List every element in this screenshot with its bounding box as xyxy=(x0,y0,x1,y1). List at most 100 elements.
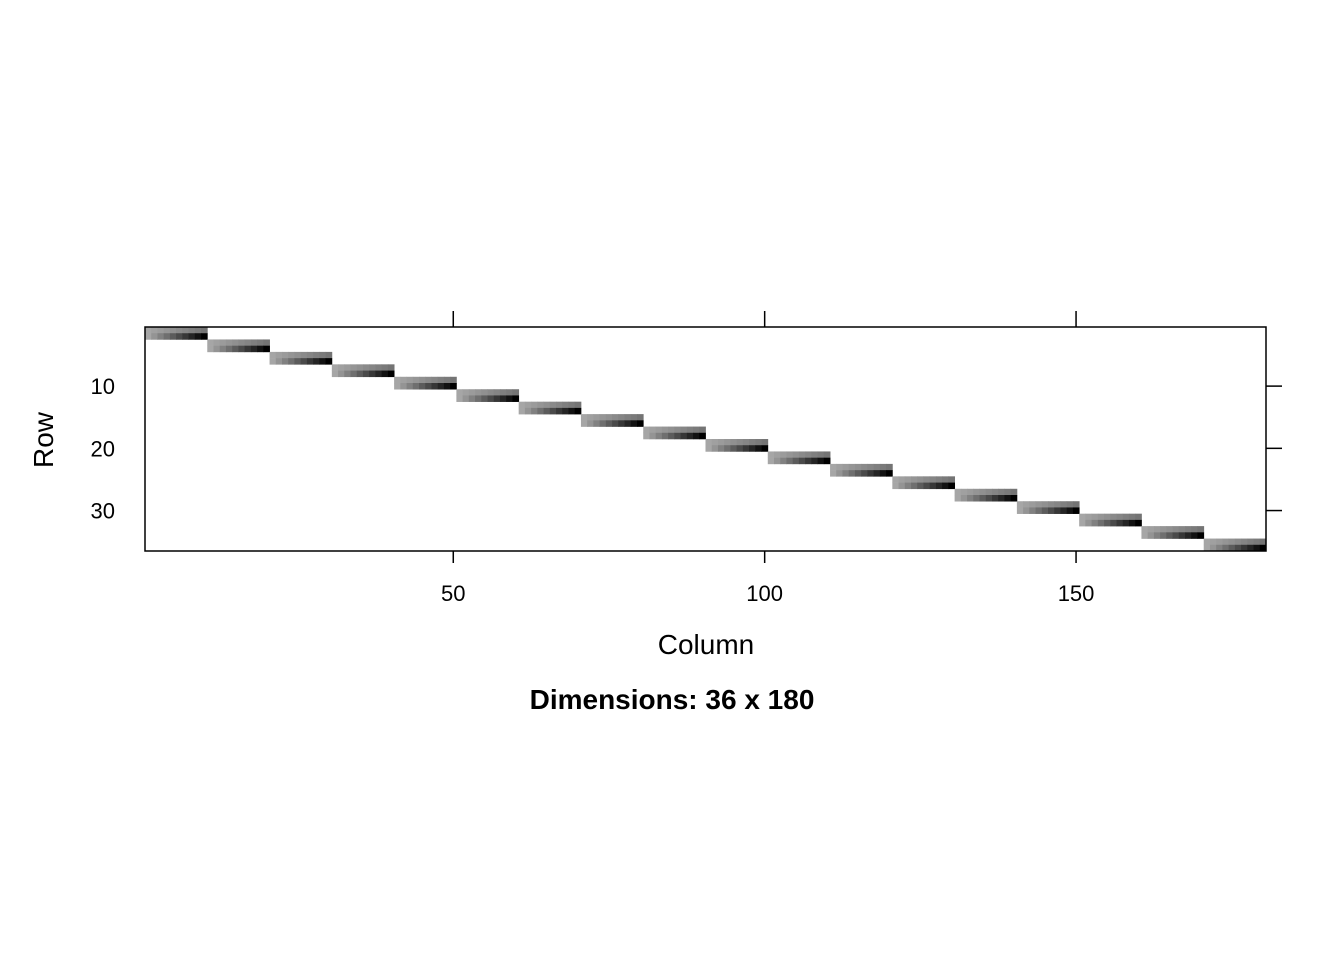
matrix-cell xyxy=(1197,526,1205,533)
matrix-cell xyxy=(1216,538,1223,546)
chart-caption: Dimensions: 36 x 180 xyxy=(530,684,815,715)
matrix-cell xyxy=(201,327,208,334)
matrix-cell xyxy=(942,482,949,490)
matrix-cell xyxy=(556,401,563,409)
matrix-cell xyxy=(898,482,906,490)
matrix-cell xyxy=(755,445,762,452)
matrix-cell xyxy=(1041,501,1049,508)
matrix-cell xyxy=(699,426,706,434)
matrix-cell xyxy=(188,327,196,334)
matrix-cell xyxy=(468,389,476,396)
matrix-cell xyxy=(1209,544,1217,552)
matrix-cell xyxy=(1172,532,1180,539)
matrix-cell xyxy=(1128,513,1136,521)
matrix-cell xyxy=(636,414,644,421)
matrix-cell xyxy=(761,439,769,446)
matrix-cell xyxy=(1110,513,1117,521)
matrix-cell xyxy=(1228,538,1236,546)
matrix-cell xyxy=(263,345,270,353)
matrix-cell xyxy=(549,407,557,415)
matrix-cell xyxy=(960,495,968,502)
matrix-cell xyxy=(443,376,451,384)
matrix-cell xyxy=(618,420,625,427)
matrix-cell xyxy=(1259,544,1267,552)
matrix-cell xyxy=(319,358,327,365)
matrix-cell xyxy=(1023,507,1030,514)
matrix-cell xyxy=(481,395,488,402)
matrix-cell xyxy=(861,463,868,471)
matrix-cell xyxy=(475,395,482,402)
matrix-cell xyxy=(823,457,831,465)
matrix-cell xyxy=(973,495,980,502)
matrix-cell xyxy=(655,426,663,434)
matrix-cell xyxy=(238,339,246,346)
matrix-cell xyxy=(668,426,675,434)
matrix-cell xyxy=(774,451,781,458)
matrix-cell xyxy=(1185,532,1192,539)
matrix-cell xyxy=(1222,538,1230,546)
matrix-cell xyxy=(201,333,208,340)
matrix-cell xyxy=(724,445,731,452)
matrix-cell xyxy=(904,476,912,483)
matrix-cell xyxy=(917,476,924,483)
matrix-cell xyxy=(904,482,912,490)
matrix-cell xyxy=(506,395,513,402)
matrix-cell xyxy=(923,476,931,483)
matrix-cell xyxy=(574,401,582,409)
matrix-cell xyxy=(157,333,165,340)
matrix-cell xyxy=(1209,538,1217,546)
matrix-cell xyxy=(1041,507,1049,514)
matrix-cell xyxy=(512,389,520,396)
matrix-cell xyxy=(711,445,719,452)
matrix-cell xyxy=(169,327,177,334)
matrix-cell xyxy=(188,333,196,340)
matrix-cell xyxy=(163,327,171,334)
matrix-cell xyxy=(599,414,607,421)
matrix-cell xyxy=(805,457,812,465)
matrix-cell xyxy=(145,327,152,334)
matrix-cell xyxy=(792,451,800,458)
matrix-cell xyxy=(1004,495,1012,502)
matrix-cell xyxy=(369,364,376,371)
matrix-cell xyxy=(1097,519,1105,527)
matrix-cell xyxy=(562,407,569,415)
matrix-cell xyxy=(1160,526,1167,533)
matrix-cell xyxy=(1066,507,1074,514)
matrix-cell xyxy=(462,389,470,396)
matrix-cell xyxy=(225,339,233,346)
matrix-cell xyxy=(450,383,457,390)
matrix-cell xyxy=(649,432,657,440)
matrix-cell xyxy=(1110,519,1117,527)
matrix-cell xyxy=(1091,513,1099,521)
matrix-cell xyxy=(1191,532,1198,539)
matrix-cell xyxy=(830,463,837,471)
matrix-cell xyxy=(394,383,401,390)
matrix-cell xyxy=(717,445,725,452)
matrix-cell xyxy=(387,370,395,378)
matrix-cell xyxy=(954,495,962,502)
matrix-cell xyxy=(873,463,881,471)
matrix-cell xyxy=(182,333,189,340)
matrix-cell xyxy=(518,407,526,415)
matrix-cell xyxy=(425,383,432,390)
matrix-cell xyxy=(1029,501,1036,508)
matrix-cell xyxy=(1066,501,1074,508)
matrix-cell xyxy=(487,395,495,402)
matrix-cell xyxy=(157,327,165,334)
matrix-cell xyxy=(419,376,426,384)
matrix-cell xyxy=(693,432,700,440)
matrix-cell xyxy=(257,339,264,346)
matrix-cell xyxy=(325,351,333,359)
matrix-cell xyxy=(1104,513,1111,521)
matrix-cell xyxy=(1178,532,1186,539)
matrix-cell xyxy=(749,445,756,452)
matrix-cell xyxy=(1023,501,1030,508)
matrix-cell xyxy=(244,345,252,353)
matrix-cell xyxy=(612,414,619,421)
matrix-cell xyxy=(176,333,183,340)
matrix-cell xyxy=(450,376,457,384)
matrix-cell xyxy=(786,451,794,458)
matrix-cell xyxy=(879,470,887,477)
matrix-cell xyxy=(1072,507,1080,514)
matrix-cell xyxy=(879,463,887,471)
